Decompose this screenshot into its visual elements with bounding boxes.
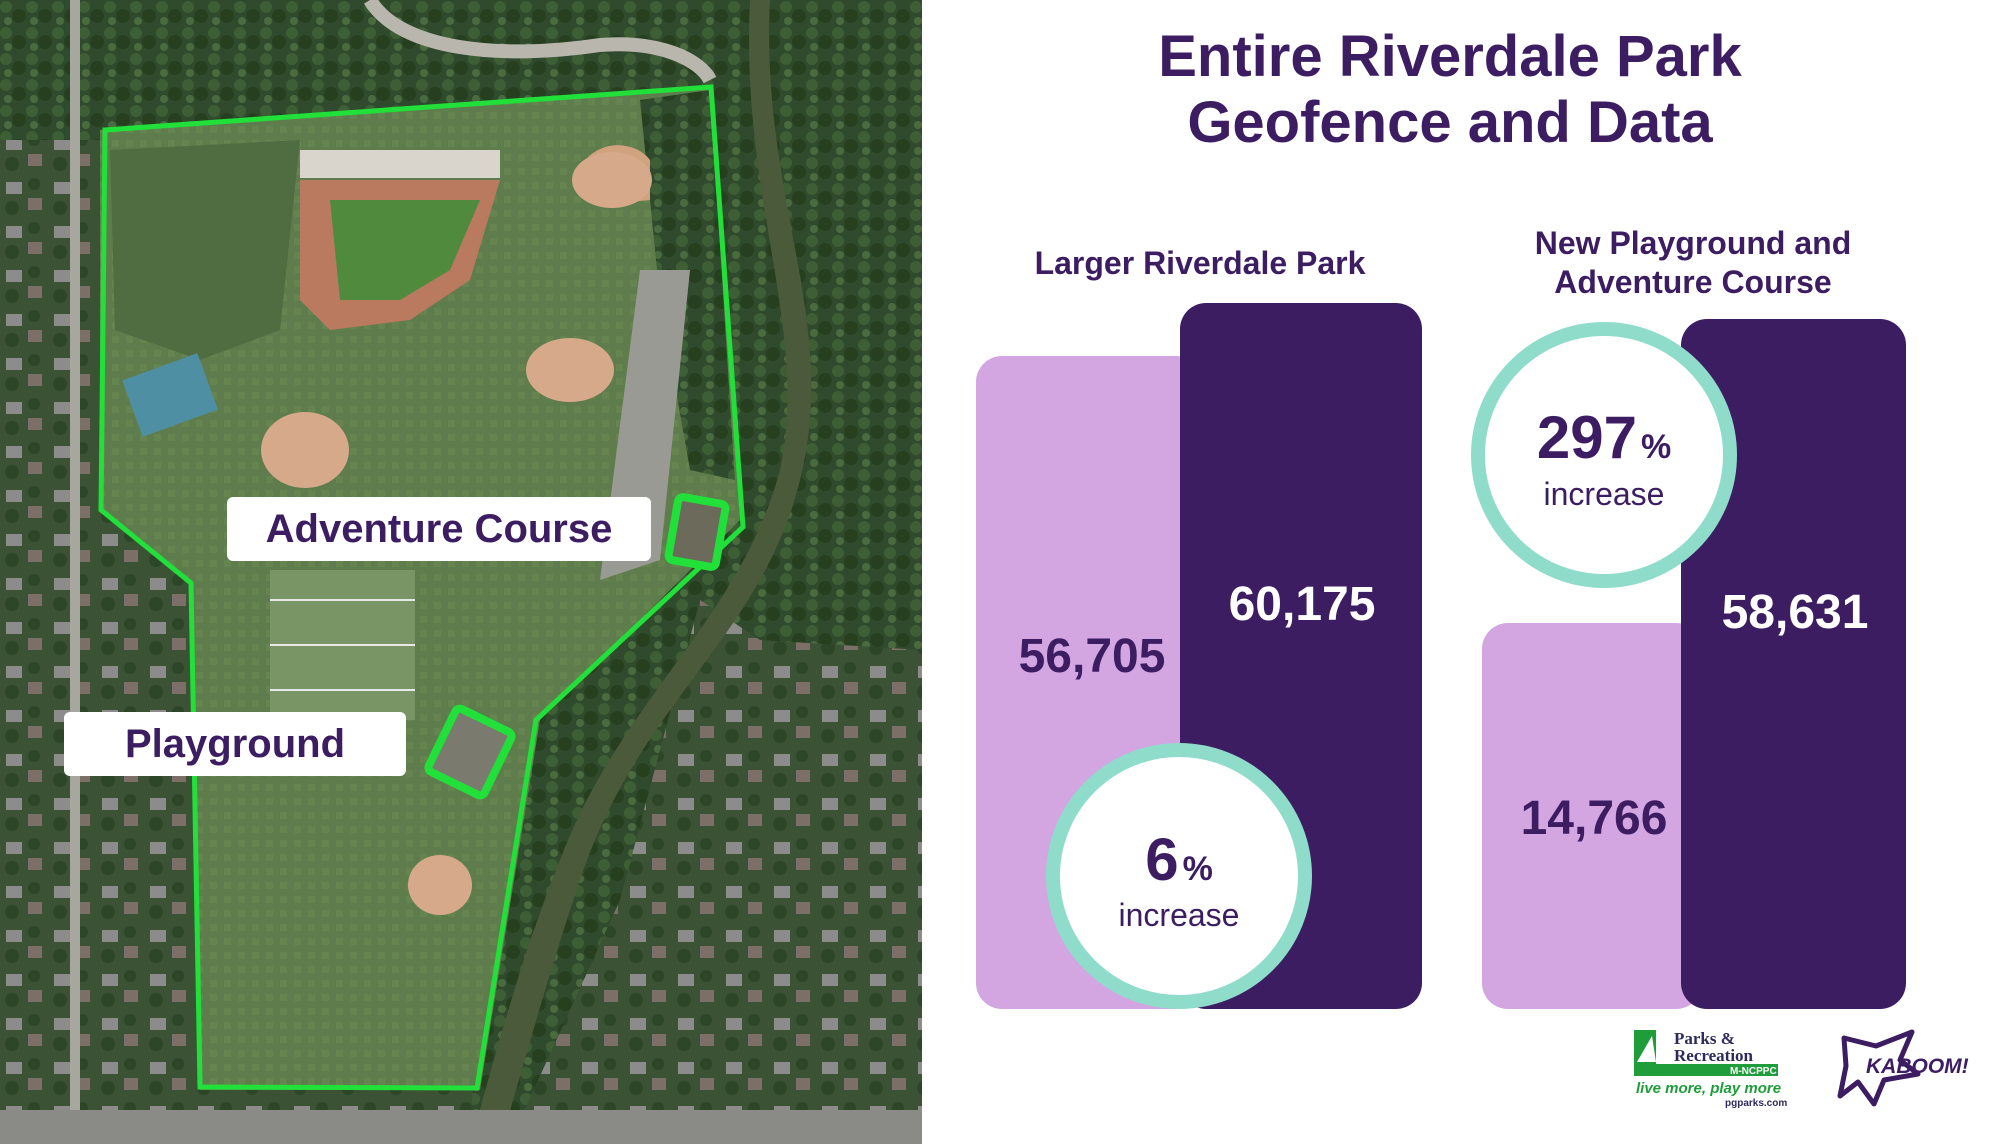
aerial-map: Adventure Course Playground xyxy=(0,0,922,1144)
playground-label-text: Playground xyxy=(124,721,346,766)
chart-1-change-number: 6 xyxy=(1145,826,1178,893)
parks-logo-line-3: M-NCPPC xyxy=(1730,1066,1777,1077)
parks-logo-band xyxy=(1634,1064,1778,1076)
playground-geofence xyxy=(424,704,516,800)
kaboom-logo-burst xyxy=(1837,1029,1921,1107)
chart-2-change-label: increase xyxy=(1544,476,1665,512)
chart-1-title-line-1: Larger Riverdale Park xyxy=(1035,245,1366,281)
chart-1-change-unit: % xyxy=(1183,850,1213,888)
chart-1-change-value-text: 6% xyxy=(1145,826,1213,893)
kaboom-logo: KABOOM! xyxy=(1837,1029,1969,1107)
page-title-line-1: Entire Riverdale Park xyxy=(1158,24,1742,89)
chart-2-change-value-text: 297% xyxy=(1537,404,1671,471)
park-geofence xyxy=(98,84,746,1091)
parks-logo-line-1: Parks & xyxy=(1674,1029,1735,1048)
chart-2-change-badge xyxy=(1471,322,1737,588)
chart-1-value-after: 60,175 xyxy=(1229,578,1376,631)
page-title: Entire Riverdale Park Geofence and Data xyxy=(980,24,1920,156)
parks-logo-line-2: Recreation xyxy=(1674,1046,1754,1065)
chart-2-bar-after xyxy=(1681,319,1906,1009)
chart-2-value-after: 58,631 xyxy=(1722,586,1869,639)
chart-1-change-badge xyxy=(1046,743,1312,1009)
adventure-course-label: Adventure Course xyxy=(227,497,651,561)
chart-2-title-line-2: Adventure Course xyxy=(1554,264,1831,300)
aerial-map-image xyxy=(0,0,922,1144)
chart-2-bar-before xyxy=(1482,623,1702,1009)
chart-1-value-before: 56,705 xyxy=(1019,630,1166,683)
chart-2-title-line-1: New Playground and xyxy=(1535,225,1851,261)
chart-larger-park: Larger Riverdale Park 56,705 60,175 6% i… xyxy=(976,245,1422,1009)
parks-logo-url: pgparks.com xyxy=(1725,1098,1787,1109)
chart-2-change-number: 297 xyxy=(1537,404,1637,471)
adventure-course-geofence xyxy=(664,493,730,571)
playground-label: Playground xyxy=(64,712,406,776)
kaboom-logo-text: KABOOM! xyxy=(1866,1055,1969,1078)
chart-2-change-unit: % xyxy=(1641,428,1671,466)
adventure-course-label-text: Adventure Course xyxy=(265,506,613,551)
parks-logo-arrow xyxy=(1637,1036,1656,1062)
chart-2-value-before: 14,766 xyxy=(1521,792,1668,845)
chart-playground-adventure: New Playground and Adventure Course 14,7… xyxy=(1471,225,1906,1009)
page-title-line-2: Geofence and Data xyxy=(1187,90,1713,155)
parks-recreation-logo: Parks & Recreation M-NCPPC live more, pl… xyxy=(1634,1029,1787,1109)
chart-1-change-label: increase xyxy=(1119,897,1240,933)
parks-logo-tagline: live more, play more xyxy=(1636,1080,1781,1097)
